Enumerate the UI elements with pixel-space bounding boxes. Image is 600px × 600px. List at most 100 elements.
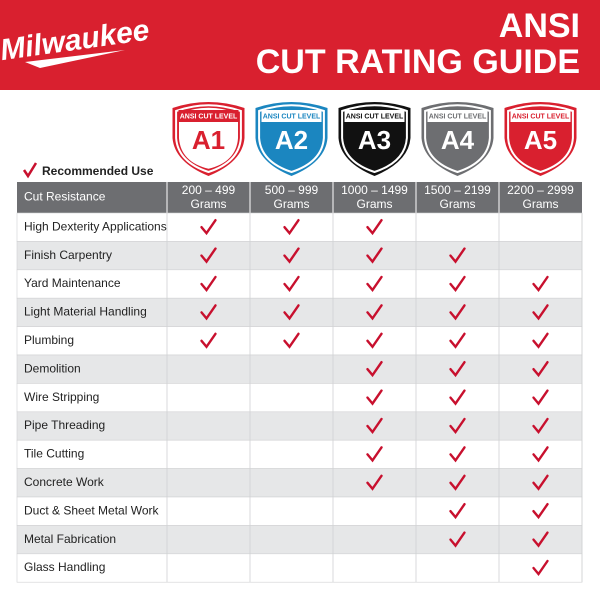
content: ANSI CUT LEVEL A1 ANSI CUT LEVEL A2 ANSI CUT… (16, 102, 583, 583)
check (449, 389, 466, 406)
check (449, 531, 466, 548)
check (449, 474, 466, 491)
check (366, 275, 383, 292)
check (366, 361, 383, 378)
check (283, 275, 300, 292)
row-bg (16, 411, 583, 441)
check (283, 219, 300, 236)
column-unit: Grams (523, 197, 559, 211)
check (449, 247, 466, 264)
check (366, 446, 383, 463)
check (532, 275, 549, 292)
row-label: Concrete Work (24, 475, 105, 489)
badge-caption-bg (178, 110, 239, 122)
badge-caption: ANSI CUT LEVEL (512, 113, 570, 120)
badge-caption: ANSI CUT LEVEL (180, 113, 238, 120)
column-unit: Grams (274, 197, 310, 211)
column-range: 1000 – 1499 (341, 183, 408, 197)
badge-level: A4 (441, 125, 475, 155)
badge-inner-border (424, 104, 491, 174)
badge-inner (178, 107, 239, 169)
row-label: Finish Carpentry (24, 248, 112, 262)
check (200, 275, 217, 292)
table-header-bg (17, 182, 582, 213)
row-bg (16, 553, 583, 583)
check (200, 304, 217, 321)
row-bg (16, 468, 583, 498)
row-label: Pipe Threading (24, 418, 105, 432)
header-band (0, 0, 600, 90)
badge-caption: ANSI CUT LEVEL (346, 113, 404, 120)
logo-bolt (25, 50, 125, 68)
row-label: Light Material Handling (24, 305, 147, 319)
check (532, 361, 549, 378)
row-bg (16, 496, 583, 526)
badge-caption-bg (344, 110, 405, 122)
column-range: 2200 – 2999 (507, 183, 574, 197)
row-label: Plumbing (24, 333, 74, 347)
badge-inner-border (175, 104, 242, 174)
check (366, 304, 383, 321)
column-unit: Grams (191, 197, 227, 211)
check (366, 389, 383, 406)
check (532, 503, 549, 520)
badge-level: A3 (358, 125, 391, 155)
check (532, 559, 549, 576)
row-bg (16, 269, 583, 299)
row-bg (16, 326, 583, 356)
badge-caption: ANSI CUT LEVEL (429, 113, 487, 120)
legend-check (22, 162, 38, 179)
check (200, 332, 217, 349)
title-line2: CUT RATING GUIDE (256, 43, 580, 81)
row-label: Wire Stripping (24, 390, 99, 404)
badge-caption-bg (261, 110, 322, 122)
badge-level: A5 (524, 125, 557, 155)
check (366, 247, 383, 264)
badge-inner-border (258, 104, 325, 174)
badge-inner-border (341, 104, 408, 174)
row-bg (16, 383, 583, 413)
check (449, 275, 466, 292)
row-bg (16, 439, 583, 469)
check (532, 389, 549, 406)
row-label: Demolition (24, 361, 81, 375)
check (532, 417, 549, 434)
row-label: Tile Cutting (24, 447, 84, 461)
check (532, 304, 549, 321)
row-bg (16, 354, 583, 384)
check (200, 219, 217, 236)
column-range: 1500 – 2199 (424, 183, 491, 197)
row-label: Yard Maintenance (24, 276, 121, 290)
check (532, 332, 549, 349)
title-line1: ANSI (499, 7, 580, 45)
column-unit: Grams (440, 197, 476, 211)
column-range: 500 – 999 (265, 183, 319, 197)
check (366, 417, 383, 434)
legend-text: Recommended Use (42, 164, 154, 178)
check (449, 361, 466, 378)
check (283, 304, 300, 321)
check (449, 503, 466, 520)
check (366, 332, 383, 349)
check (366, 474, 383, 491)
check (283, 247, 300, 264)
row-bg (16, 297, 583, 327)
column-unit: Grams (357, 197, 393, 211)
check (366, 219, 383, 236)
column-range: 200 – 499 (182, 183, 236, 197)
badge-caption: ANSI CUT LEVEL (263, 113, 321, 120)
check (449, 446, 466, 463)
check (449, 304, 466, 321)
check (532, 531, 549, 548)
row-label: High Dexterity Applications (24, 219, 167, 233)
row-label: Glass Handling (24, 560, 105, 574)
check (283, 332, 300, 349)
row-label: Metal Fabrication (24, 532, 116, 546)
check (449, 417, 466, 434)
badge-caption-bg (510, 110, 571, 122)
badge-level: A1 (192, 125, 225, 155)
check (532, 474, 549, 491)
table-header-label: Cut Resistance (24, 190, 106, 204)
check (449, 332, 466, 349)
badge-caption-bg (427, 110, 488, 122)
